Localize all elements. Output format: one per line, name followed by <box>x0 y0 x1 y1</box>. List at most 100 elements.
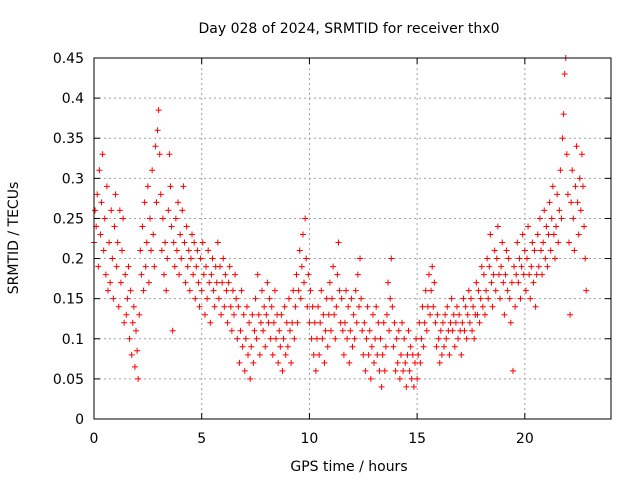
data-point <box>287 327 294 334</box>
data-point <box>260 327 267 334</box>
data-point <box>213 279 220 286</box>
data-point <box>155 107 162 114</box>
data-point <box>181 239 188 246</box>
data-point <box>474 311 481 318</box>
data-point <box>327 327 334 334</box>
data-point <box>353 319 360 326</box>
data-point <box>112 191 119 198</box>
data-point <box>209 255 216 262</box>
data-point <box>291 335 298 342</box>
data-point <box>466 319 473 326</box>
data-point <box>542 255 549 262</box>
data-point <box>535 263 542 270</box>
data-point <box>383 311 390 318</box>
data-point <box>253 335 260 342</box>
data-point <box>264 279 271 286</box>
data-point <box>143 239 150 246</box>
data-point <box>211 303 218 310</box>
data-point <box>344 335 351 342</box>
data-point <box>195 279 202 286</box>
data-point <box>576 175 583 182</box>
data-point <box>172 215 179 222</box>
data-point <box>551 255 558 262</box>
data-point <box>373 303 380 310</box>
x-tick-label: 10 <box>301 431 319 447</box>
data-point <box>420 343 427 350</box>
data-point <box>388 255 395 262</box>
data-point <box>490 271 497 278</box>
data-point <box>365 351 372 358</box>
data-point <box>480 271 487 278</box>
data-point <box>559 135 566 142</box>
data-point <box>269 351 276 358</box>
data-point <box>270 319 277 326</box>
data-point <box>108 207 115 214</box>
data-point <box>122 271 129 278</box>
data-point <box>334 271 341 278</box>
data-point <box>410 383 417 390</box>
data-point <box>434 311 441 318</box>
data-point <box>437 327 444 334</box>
data-point <box>278 311 285 318</box>
data-point <box>512 303 519 310</box>
data-point <box>267 335 274 342</box>
data-point <box>194 247 201 254</box>
data-point <box>335 239 342 246</box>
data-point <box>189 231 196 238</box>
data-point <box>470 303 477 310</box>
data-point <box>481 311 488 318</box>
data-point <box>114 239 121 246</box>
data-point <box>433 343 440 350</box>
data-point <box>266 295 273 302</box>
data-point <box>447 319 454 326</box>
data-point <box>303 255 310 262</box>
data-point <box>271 287 278 294</box>
data-point <box>295 287 302 294</box>
data-point <box>223 287 230 294</box>
data-point <box>347 327 354 334</box>
data-point <box>568 199 575 206</box>
data-point <box>581 223 588 230</box>
data-point <box>324 343 331 350</box>
data-point <box>330 263 337 270</box>
data-point <box>268 303 275 310</box>
data-point <box>100 247 107 254</box>
data-point <box>521 247 528 254</box>
data-point <box>387 295 394 302</box>
data-point <box>479 303 486 310</box>
data-point <box>320 311 327 318</box>
data-point <box>518 263 525 270</box>
data-point <box>491 247 498 254</box>
data-point <box>531 247 538 254</box>
data-point <box>528 263 535 270</box>
data-point <box>265 319 272 326</box>
data-point <box>138 271 145 278</box>
data-point <box>357 255 364 262</box>
plot-frame <box>93 57 612 420</box>
data-point <box>131 363 138 370</box>
data-point <box>368 343 375 350</box>
data-point <box>101 215 108 222</box>
x-tick-label: 5 <box>197 431 206 447</box>
data-point <box>284 343 291 350</box>
data-point <box>136 311 143 318</box>
data-point <box>310 351 317 358</box>
data-point <box>565 239 572 246</box>
data-point <box>243 303 250 310</box>
data-point <box>204 295 211 302</box>
data-point <box>549 183 556 190</box>
data-point <box>572 183 579 190</box>
data-point <box>487 231 494 238</box>
data-point <box>199 239 206 246</box>
data-point <box>275 359 282 366</box>
data-point <box>111 223 118 230</box>
data-point <box>170 239 177 246</box>
data-point <box>133 327 140 334</box>
data-point <box>563 151 570 158</box>
data-point <box>381 367 388 374</box>
data-point <box>323 295 330 302</box>
data-point <box>452 319 459 326</box>
data-point <box>296 247 303 254</box>
data-point <box>168 223 175 230</box>
data-point <box>121 319 128 326</box>
